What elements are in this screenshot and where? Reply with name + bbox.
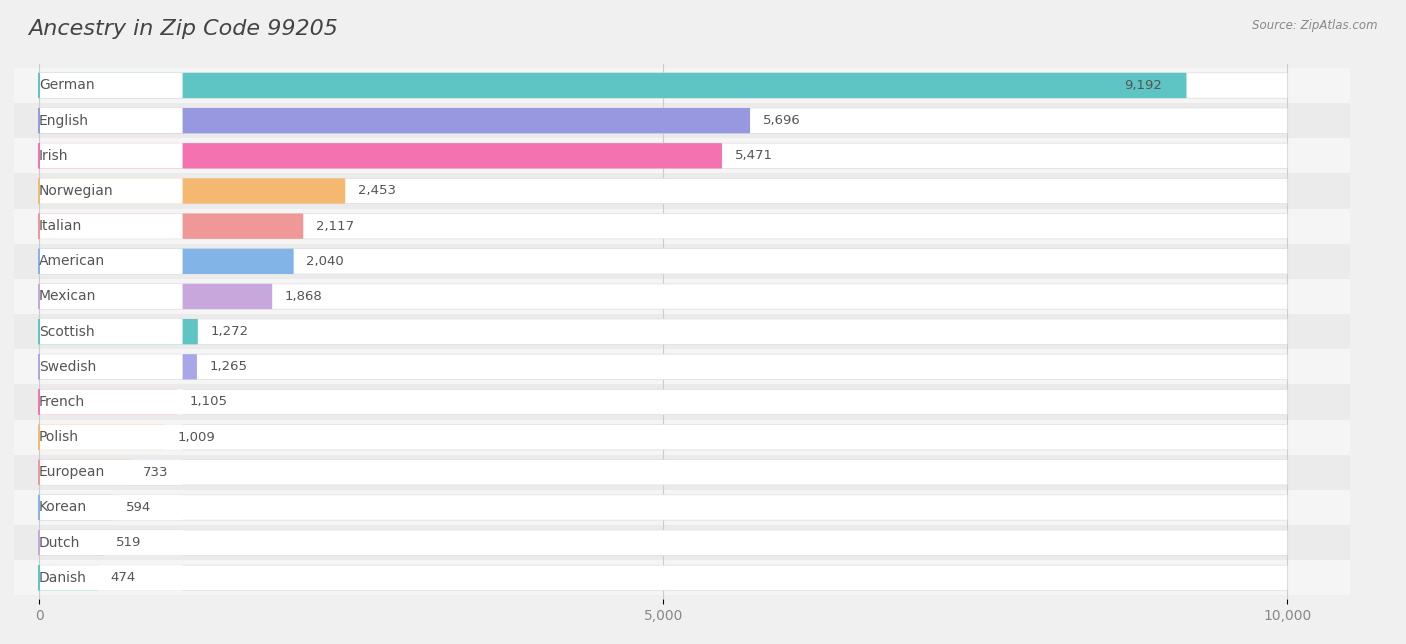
Text: Source: ZipAtlas.com: Source: ZipAtlas.com (1253, 19, 1378, 32)
FancyBboxPatch shape (39, 565, 1288, 591)
FancyBboxPatch shape (39, 73, 1288, 98)
FancyBboxPatch shape (39, 390, 1288, 415)
Text: 2,040: 2,040 (307, 255, 344, 268)
FancyBboxPatch shape (0, 103, 1350, 138)
FancyBboxPatch shape (0, 420, 1350, 455)
FancyBboxPatch shape (0, 279, 1350, 314)
Text: American: American (39, 254, 105, 269)
FancyBboxPatch shape (39, 495, 183, 520)
FancyBboxPatch shape (39, 249, 294, 274)
Text: 519: 519 (117, 536, 142, 549)
FancyBboxPatch shape (39, 460, 183, 485)
FancyBboxPatch shape (0, 525, 1350, 560)
FancyBboxPatch shape (39, 390, 183, 415)
FancyBboxPatch shape (39, 530, 1288, 555)
FancyBboxPatch shape (39, 249, 183, 274)
FancyBboxPatch shape (39, 214, 1288, 239)
FancyBboxPatch shape (0, 209, 1350, 243)
FancyBboxPatch shape (39, 354, 183, 379)
Text: 1,009: 1,009 (177, 431, 215, 444)
FancyBboxPatch shape (0, 349, 1350, 384)
Text: 1,868: 1,868 (284, 290, 322, 303)
Text: 2,117: 2,117 (316, 220, 354, 232)
FancyBboxPatch shape (39, 214, 183, 239)
FancyBboxPatch shape (0, 455, 1350, 490)
Text: European: European (39, 466, 105, 479)
FancyBboxPatch shape (39, 495, 1288, 520)
Text: 733: 733 (143, 466, 169, 479)
FancyBboxPatch shape (39, 424, 183, 450)
Text: Scottish: Scottish (39, 325, 94, 339)
FancyBboxPatch shape (39, 178, 183, 204)
FancyBboxPatch shape (0, 173, 1350, 209)
FancyBboxPatch shape (39, 284, 183, 309)
Text: Ancestry in Zip Code 99205: Ancestry in Zip Code 99205 (28, 19, 337, 39)
FancyBboxPatch shape (0, 68, 1350, 103)
Text: Swedish: Swedish (39, 360, 97, 374)
FancyBboxPatch shape (39, 424, 165, 450)
FancyBboxPatch shape (39, 143, 1288, 169)
FancyBboxPatch shape (39, 178, 1288, 204)
FancyBboxPatch shape (39, 530, 183, 555)
FancyBboxPatch shape (39, 143, 183, 169)
FancyBboxPatch shape (39, 108, 183, 133)
FancyBboxPatch shape (39, 249, 1288, 274)
FancyBboxPatch shape (39, 73, 183, 98)
FancyBboxPatch shape (0, 243, 1350, 279)
FancyBboxPatch shape (0, 384, 1350, 420)
FancyBboxPatch shape (39, 460, 131, 485)
Text: Italian: Italian (39, 219, 83, 233)
FancyBboxPatch shape (39, 108, 749, 133)
FancyBboxPatch shape (39, 284, 273, 309)
FancyBboxPatch shape (39, 354, 197, 379)
Text: Korean: Korean (39, 500, 87, 515)
Text: 5,471: 5,471 (734, 149, 772, 162)
FancyBboxPatch shape (0, 560, 1350, 596)
FancyBboxPatch shape (39, 178, 346, 204)
FancyBboxPatch shape (39, 565, 183, 591)
FancyBboxPatch shape (0, 138, 1350, 173)
FancyBboxPatch shape (39, 319, 183, 345)
FancyBboxPatch shape (39, 73, 1187, 98)
Text: 2,453: 2,453 (357, 184, 395, 198)
FancyBboxPatch shape (39, 214, 304, 239)
Text: 9,192: 9,192 (1123, 79, 1161, 92)
FancyBboxPatch shape (0, 490, 1350, 525)
Text: 5,696: 5,696 (762, 114, 800, 127)
Text: French: French (39, 395, 86, 409)
FancyBboxPatch shape (39, 354, 1288, 379)
Text: Dutch: Dutch (39, 536, 80, 550)
Text: 594: 594 (125, 501, 150, 514)
Text: English: English (39, 113, 89, 128)
FancyBboxPatch shape (39, 319, 198, 345)
FancyBboxPatch shape (39, 460, 1288, 485)
FancyBboxPatch shape (39, 319, 1288, 345)
FancyBboxPatch shape (39, 424, 1288, 450)
Text: 1,265: 1,265 (209, 361, 247, 374)
FancyBboxPatch shape (39, 284, 1288, 309)
FancyBboxPatch shape (39, 530, 104, 555)
Text: Irish: Irish (39, 149, 69, 163)
FancyBboxPatch shape (0, 314, 1350, 349)
Text: 1,272: 1,272 (211, 325, 249, 338)
FancyBboxPatch shape (39, 390, 177, 415)
Text: German: German (39, 79, 94, 93)
Text: 474: 474 (111, 571, 136, 584)
Text: Danish: Danish (39, 571, 87, 585)
Text: Polish: Polish (39, 430, 79, 444)
FancyBboxPatch shape (39, 143, 723, 169)
Text: Norwegian: Norwegian (39, 184, 114, 198)
Text: Mexican: Mexican (39, 290, 97, 303)
Text: 1,105: 1,105 (190, 395, 228, 408)
FancyBboxPatch shape (39, 495, 112, 520)
FancyBboxPatch shape (39, 108, 1288, 133)
FancyBboxPatch shape (39, 565, 98, 591)
